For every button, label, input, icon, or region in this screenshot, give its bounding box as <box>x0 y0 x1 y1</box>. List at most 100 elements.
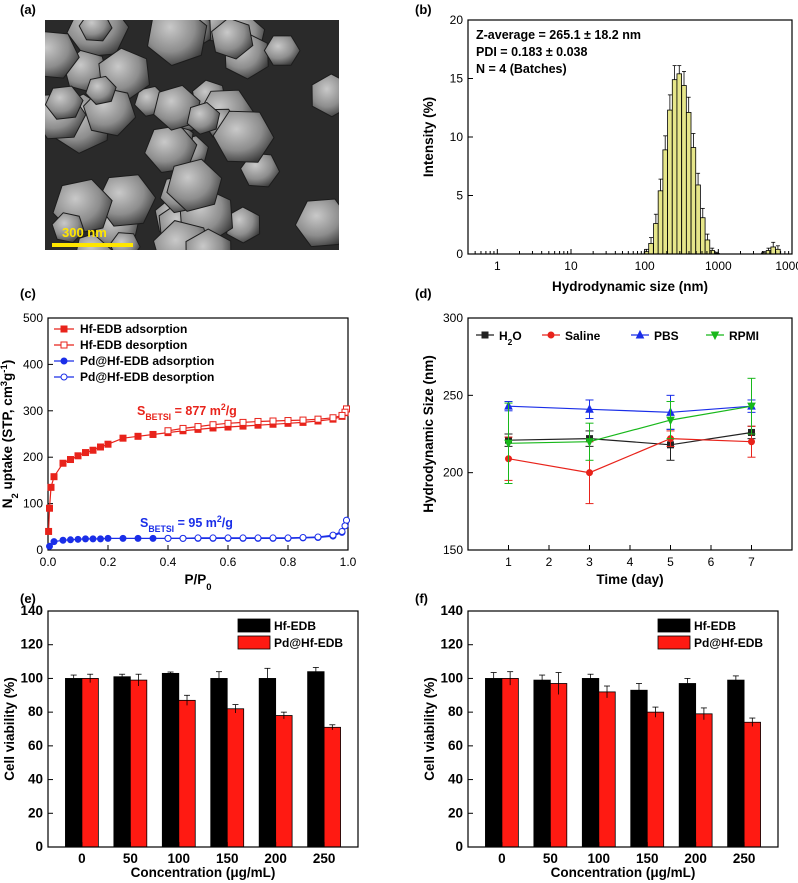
legend-marker-c <box>60 341 68 349</box>
sem-particle <box>311 73 339 118</box>
panel-a-label: (a) <box>20 2 36 17</box>
y-axis-label-f: Cell viability (%) <box>422 677 437 781</box>
chart-c-frame <box>47 317 349 551</box>
isotherm-point <box>134 534 142 542</box>
x-tick-label-d: 2 <box>546 555 553 569</box>
x-tick-label-f: 0 <box>498 851 506 866</box>
stability-line <box>508 437 752 474</box>
legend-label-d: PBS <box>654 329 679 343</box>
histogram-bar <box>685 112 692 255</box>
legend-label-c: Hf-EDB adsorption <box>80 322 187 336</box>
isotherm-point <box>119 434 127 442</box>
scale-bar-label: 300 nm <box>62 225 107 240</box>
y-tick-label-b: 15 <box>450 72 464 86</box>
isotherm-point <box>239 534 247 542</box>
y-tick-label-c: 200 <box>23 450 43 464</box>
legend-marker-d <box>635 329 645 339</box>
isotherm-point <box>329 414 337 422</box>
viability-bar <box>678 683 697 848</box>
y-tick-label-c: 500 <box>23 311 43 325</box>
sem-particle <box>263 35 301 66</box>
y-tick-label-f: 120 <box>440 637 463 652</box>
isotherm-point <box>67 536 74 544</box>
sem-particle <box>45 85 84 120</box>
x-axis-label-e: Concentration (μg/mL) <box>131 865 276 880</box>
bet-annotation: SBETSI = 95 m2/g <box>140 514 233 534</box>
sem-particle <box>146 20 208 67</box>
x-tick-label-b: 10000 <box>775 259 798 273</box>
y-tick-label-c: 100 <box>23 497 43 511</box>
isotherm-point <box>314 415 322 423</box>
panel-f-label: (f) <box>415 591 428 606</box>
isotherm-point <box>179 424 187 432</box>
isotherm-point <box>164 427 172 435</box>
isotherm-point <box>284 417 292 425</box>
sem-particle <box>78 20 113 42</box>
x-tick-label-e: 0 <box>78 851 86 866</box>
stability-line <box>508 405 752 444</box>
dls-annotation: PDI = 0.183 ± 0.038 <box>476 45 587 59</box>
y-tick-label-d: 200 <box>443 466 463 480</box>
isotherm-point <box>74 452 82 460</box>
x-tick-label-b: 100 <box>635 259 655 273</box>
x-tick-label-f: 150 <box>636 851 659 866</box>
isotherm-point <box>343 516 350 524</box>
isotherm-point <box>299 533 307 541</box>
sem-particle <box>85 75 117 105</box>
y-tick-label-f: 20 <box>448 805 463 820</box>
isotherm-point <box>314 533 322 541</box>
viability-bar <box>630 689 648 848</box>
viability-bar <box>81 678 99 848</box>
viability-bar <box>695 713 713 848</box>
viability-bar <box>307 671 325 848</box>
panel-c-label: (c) <box>20 286 36 301</box>
isotherm-point <box>269 534 277 542</box>
isotherm-point <box>89 446 97 454</box>
isotherm-point <box>269 417 277 425</box>
x-tick-label-b: 1000 <box>705 259 732 273</box>
panel-d: (d) 1 2 3 4 5 6 7 150 200 250 300 H2O Saline PBS RPMI Ti… <box>415 286 793 587</box>
x-tick-label-c: 0.6 <box>220 555 237 569</box>
viability-bar <box>581 678 600 848</box>
isotherm-point <box>329 531 337 539</box>
viability-bar <box>258 678 277 848</box>
y-tick-label-e: 0 <box>35 839 43 854</box>
stability-point <box>585 404 594 413</box>
legend-label-d: RPMI <box>729 329 759 343</box>
viability-bar <box>727 679 745 848</box>
sem-particle <box>211 20 254 60</box>
isotherm-point <box>254 417 262 425</box>
histogram-bar <box>690 147 697 255</box>
stability-point <box>747 402 756 412</box>
x-tick-label-e: 50 <box>123 851 138 866</box>
y-tick-label-d: 250 <box>443 388 463 402</box>
histogram-bar <box>648 243 654 255</box>
x-tick-label-e: 200 <box>264 851 287 866</box>
legend-swatch-f <box>657 635 691 650</box>
x-tick-label-c: 0.8 <box>280 555 297 569</box>
y-tick-label-f: 40 <box>448 772 463 787</box>
isotherm-point <box>209 534 217 542</box>
histogram-bar <box>657 190 664 255</box>
legend-label-c: Pd@Hf-EDB desorption <box>80 370 214 384</box>
stability-line <box>508 431 752 446</box>
y-axis-label-b: Intensity (%) <box>421 97 436 177</box>
isotherm-point <box>97 535 104 543</box>
isotherm-point <box>224 534 232 542</box>
legend-label-e: Hf-EDB <box>274 619 316 633</box>
viability-bar <box>161 672 180 848</box>
isotherm-point <box>254 534 262 542</box>
y-tick-label-c: 0 <box>36 543 43 557</box>
isotherm-point <box>82 449 89 457</box>
isotherm-point <box>74 535 82 543</box>
isotherm-point <box>67 456 74 464</box>
isotherm-point <box>134 432 142 440</box>
sem-particles <box>45 20 339 250</box>
y-tick-label-e: 80 <box>28 704 43 719</box>
y-tick-label-c: 400 <box>23 357 43 371</box>
viability-bar <box>210 678 228 848</box>
sem-particle <box>185 228 232 250</box>
y-tick-label-b: 10 <box>450 130 464 144</box>
sem-particle <box>96 174 157 227</box>
y-tick-label-f: 100 <box>440 670 463 685</box>
